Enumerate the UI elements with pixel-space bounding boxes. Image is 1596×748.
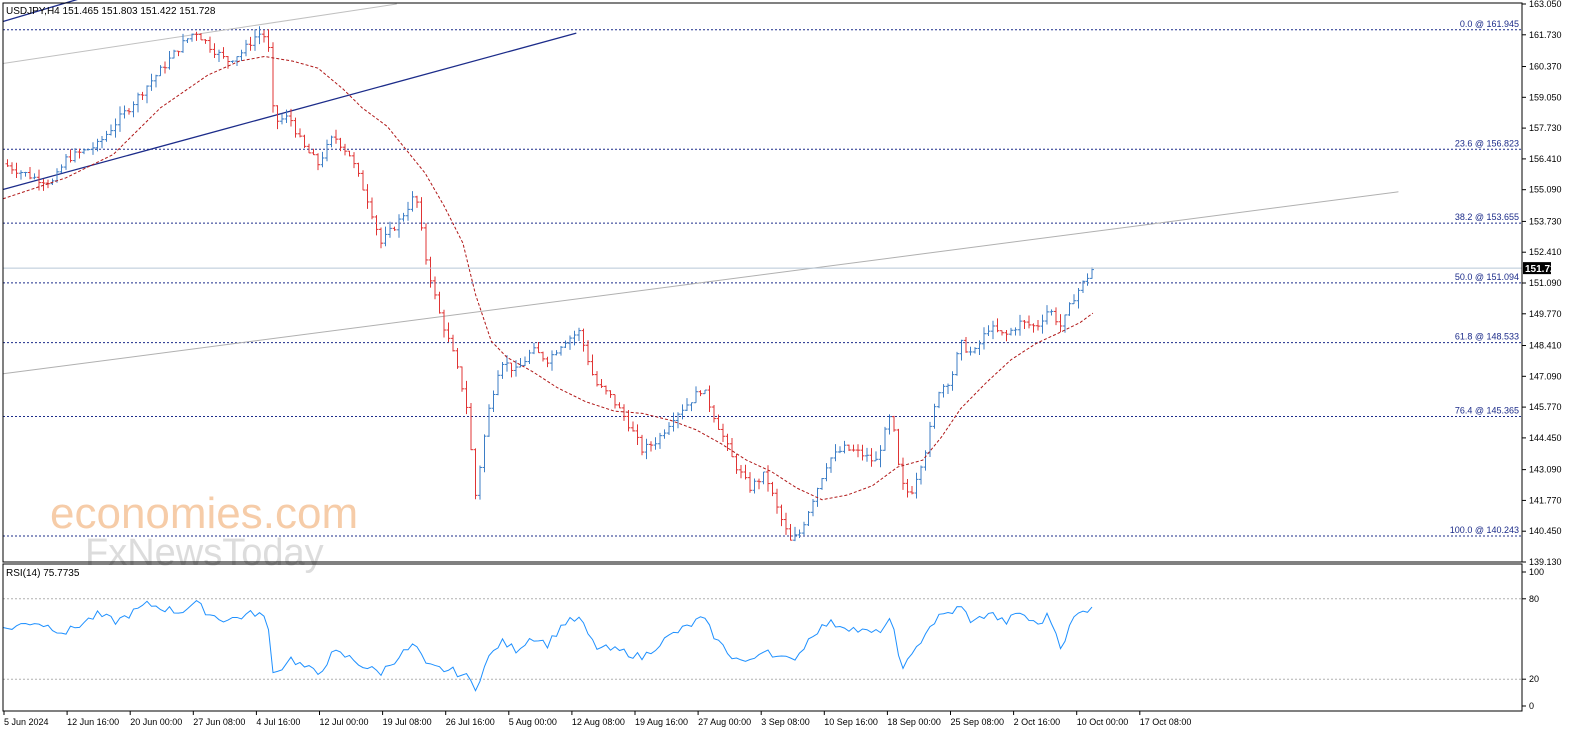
fib-label: 100.0 @ 140.243 — [1450, 525, 1519, 535]
x-tick-label: 2 Oct 16:00 — [1014, 717, 1061, 727]
fib-label: 23.6 @ 156.823 — [1455, 138, 1519, 148]
rsi-y-tick-label: 0 — [1529, 701, 1534, 711]
y-tick-label: 152.410 — [1529, 247, 1562, 257]
x-tick-label: 19 Aug 16:00 — [635, 717, 688, 727]
trend-line-channel-upper — [2, 0, 78, 23]
x-tick-label: 4 Jul 16:00 — [256, 717, 300, 727]
watermark-line1: economies.com — [50, 489, 358, 538]
x-tick-label: 26 Jul 16:00 — [446, 717, 495, 727]
time-axis: 5 Jun 2024 12 Jun 16:00 20 Jun 00:00 27 Jun… — [3, 711, 1192, 727]
y-tick-label: 159.050 — [1529, 92, 1562, 102]
current-price-tag — [1523, 262, 1551, 275]
y-tick-label: 157.730 — [1529, 123, 1562, 133]
y-tick-label: 140.450 — [1529, 526, 1562, 536]
x-tick-label: 3 Sep 08:00 — [761, 717, 810, 727]
fib-label: 50.0 @ 151.094 — [1455, 272, 1519, 282]
y-tick-label: 160.370 — [1529, 62, 1562, 72]
x-tick-label: 27 Aug 00:00 — [698, 717, 751, 727]
x-tick-label: 10 Sep 16:00 — [824, 717, 878, 727]
fibonacci-levels: 0.0 @ 161.945 23.6 @ 156.823 38.2 @ 153.65… — [3, 19, 1522, 537]
x-tick-label: 27 Jun 08:00 — [193, 717, 245, 727]
rsi-y-tick-label: 20 — [1529, 674, 1539, 684]
watermark: economies.com FxNewsToday — [50, 489, 358, 574]
y-tick-label: 139.130 — [1529, 557, 1562, 567]
fib-label: 0.0 @ 161.945 — [1460, 19, 1519, 29]
x-tick-label: 18 Sep 00:00 — [887, 717, 941, 727]
rsi-panel: 100 80 20 0 — [2, 567, 1544, 711]
rsi-panel-frame — [2, 563, 1523, 712]
y-tick-label: 143.090 — [1529, 465, 1562, 475]
rsi-header: RSI(14) 75.7735 — [6, 568, 80, 579]
y-tick-label: 141.770 — [1529, 495, 1562, 505]
candlesticks — [5, 26, 1094, 542]
fib-label: 38.2 @ 153.655 — [1455, 212, 1519, 222]
x-tick-label: 19 Jul 08:00 — [383, 717, 432, 727]
y-tick-label: 148.410 — [1529, 341, 1562, 351]
rsi-y-tick-label: 80 — [1529, 594, 1539, 604]
price-axis: 163.050 161.730 160.370 159.050 157.730 156.4… — [1522, 0, 1562, 567]
price-panel-frame — [2, 2, 1523, 563]
current-price-label: 151.728 — [1525, 264, 1562, 275]
y-tick-label: 155.090 — [1529, 185, 1562, 195]
y-tick-label: 156.410 — [1529, 154, 1562, 164]
y-tick-label: 163.050 — [1529, 0, 1562, 9]
moving-average-line — [2, 55, 1094, 501]
y-tick-label: 151.090 — [1529, 278, 1562, 288]
trend-line-long-trend-upper — [2, 3, 397, 64]
y-tick-label: 161.730 — [1529, 30, 1562, 40]
rsi-y-tick-label: 100 — [1529, 567, 1544, 577]
x-tick-label: 25 Sep 08:00 — [951, 717, 1005, 727]
x-tick-label: 12 Jun 16:00 — [67, 717, 119, 727]
y-tick-label: 153.730 — [1529, 216, 1562, 226]
trend-line-channel-lower — [2, 32, 577, 191]
x-tick-label: 20 Jun 00:00 — [130, 717, 182, 727]
x-tick-label: 12 Aug 08:00 — [572, 717, 625, 727]
x-tick-label: 5 Aug 00:00 — [509, 717, 557, 727]
symbol-header: USDJPY,H4 151.465 151.803 151.422 151.72… — [6, 6, 216, 17]
trend-line-long-trend-lower — [2, 191, 1399, 375]
rsi-line — [2, 599, 1093, 692]
y-tick-label: 149.770 — [1529, 309, 1562, 319]
x-tick-label: 5 Jun 2024 — [4, 717, 49, 727]
y-tick-label: 145.770 — [1529, 402, 1562, 412]
y-tick-label: 147.090 — [1529, 371, 1562, 381]
fib-label: 76.4 @ 145.365 — [1455, 406, 1519, 416]
x-tick-label: 12 Jul 00:00 — [320, 717, 369, 727]
x-tick-label: 17 Oct 08:00 — [1140, 717, 1192, 727]
moving-average — [2, 55, 1522, 501]
y-tick-label: 144.450 — [1529, 433, 1562, 443]
watermark-line2: FxNewsToday — [85, 532, 324, 574]
trend-lines — [2, 0, 1399, 375]
x-tick-label: 10 Oct 00:00 — [1077, 717, 1129, 727]
fib-label: 61.8 @ 148.533 — [1455, 332, 1519, 342]
